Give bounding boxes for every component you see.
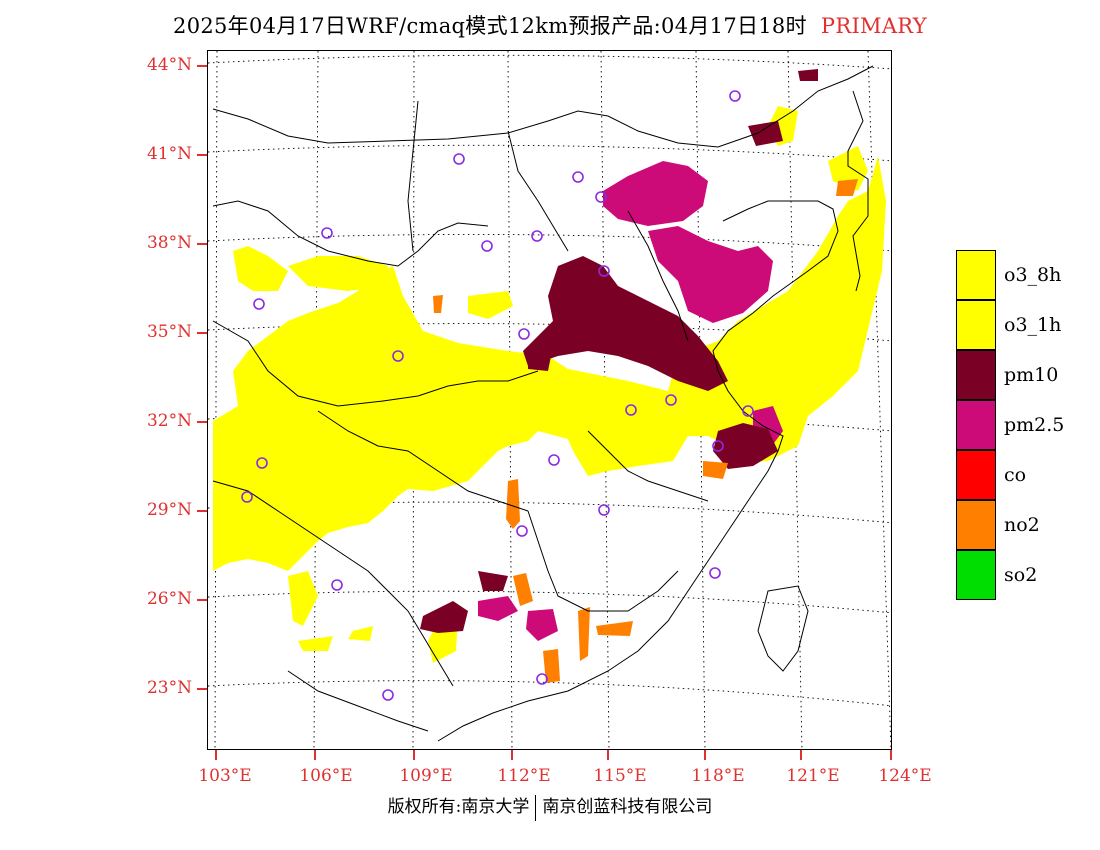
lat-label-35: 35°N [146,322,192,342]
lat-label-41: 41°N [146,144,192,164]
map-title: 2025年04月17日WRF/cmaq模式12km预报产品:04月17日18时 P… [0,10,1100,40]
lon-label-112: 112°E [497,766,551,786]
lat-label-29: 29°N [146,500,192,520]
title-tag: PRIMARY [820,14,927,38]
pm25-field [478,161,783,641]
lon-label-103: 103°E [198,766,252,786]
lat-tick [197,510,207,512]
legend-label: co [1004,464,1027,486]
lon-tick [890,750,892,760]
legend-label: o3_8h [1004,264,1062,286]
lat-label-38: 38°N [146,233,192,253]
lon-tick [314,750,316,760]
lon-label-109: 109°E [399,766,453,786]
lon-label-106: 106°E [299,766,353,786]
lat-tick [197,688,207,690]
o3-field [213,106,886,663]
lon-tick [800,750,802,760]
legend-swatch [956,300,996,350]
lat-label-44: 44°N [146,55,192,75]
lat-label-32: 32°N [146,411,192,431]
lon-tick [413,750,415,760]
footer-divider [535,794,537,821]
lat-tick [197,65,207,67]
lat-tick [197,421,207,423]
lon-tick [704,750,706,760]
legend-swatch [956,450,996,500]
footer-left: 版权所有:南京大学 [387,797,530,817]
lon-tick [215,750,217,760]
boundaries [212,65,874,742]
lat-label-26: 26°N [146,589,192,609]
lon-tick [511,750,513,760]
legend-swatch [956,350,996,400]
legend-swatch [956,400,996,450]
lat-tick [197,154,207,156]
legend-label: o3_1h [1004,314,1062,336]
lat-tick [197,599,207,601]
lat-tick [197,332,207,334]
lon-label-121: 121°E [786,766,840,786]
lat-tick [197,243,207,245]
lon-tick [607,750,609,760]
legend-label: so2 [1004,564,1038,586]
footer-right: 南京创蓝科技有限公司 [542,797,713,817]
title-text: 2025年04月17日WRF/cmaq模式12km预报产品:04月17日18时 [173,14,807,38]
station-markers [241,90,754,701]
legend-swatch [956,550,996,600]
lon-label-124: 124°E [878,766,932,786]
legend-label: pm2.5 [1004,414,1065,436]
map-canvas [208,51,891,749]
legend-swatch [956,250,996,300]
legend-swatch [956,500,996,550]
copyright-footer: 版权所有:南京大学 南京创蓝科技有限公司 [0,792,1100,821]
legend-label: pm10 [1004,364,1059,386]
legend-label: no2 [1004,514,1040,536]
no2-field [433,179,858,683]
forecast-map[interactable] [207,50,892,750]
lon-label-115: 115°E [593,766,647,786]
lat-label-23: 23°N [146,678,192,698]
pm10-field [420,69,818,633]
lon-label-118: 118°E [691,766,745,786]
